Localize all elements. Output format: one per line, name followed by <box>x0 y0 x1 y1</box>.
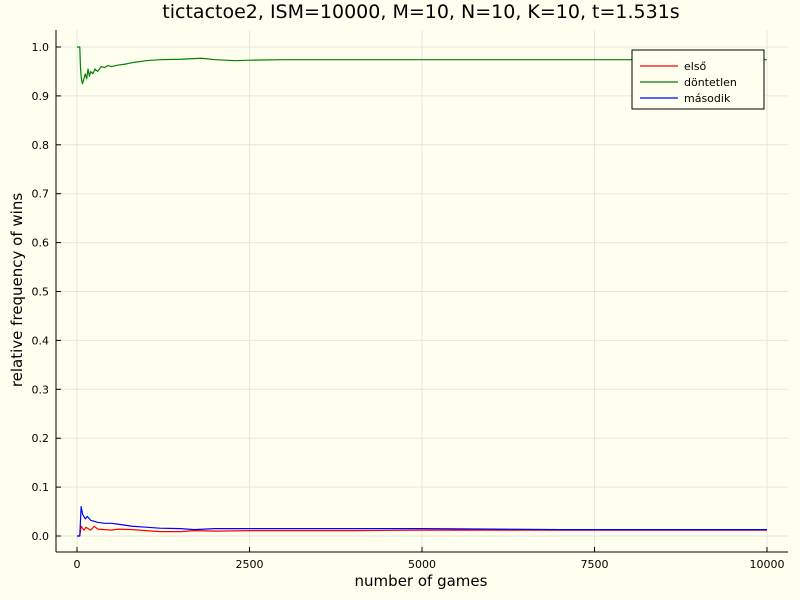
y-tick-label: 0.2 <box>32 432 50 445</box>
y-tick-label: 0.8 <box>32 139 50 152</box>
x-tick-label: 0 <box>74 558 81 571</box>
legend-label: első <box>684 60 707 73</box>
y-axis-title: relative frequency of wins <box>8 193 26 388</box>
grid <box>56 30 788 552</box>
y-tick-label: 0.1 <box>32 481 50 494</box>
y-tick-label: 0.9 <box>32 90 50 103</box>
chart-title: tictactoe2, ISM=10000, M=10, N=10, K=10,… <box>162 1 679 23</box>
y-tick-label: 0.6 <box>32 237 50 250</box>
series-line <box>77 525 767 537</box>
series-line <box>77 46 767 85</box>
x-tick-label: 2500 <box>236 558 264 571</box>
x-axis-ticks: 0 2500 5000 7500 10000 <box>74 547 785 571</box>
legend-box <box>631 49 765 110</box>
y-tick-label: 0.5 <box>32 286 50 299</box>
y-tick-label: 0.3 <box>32 383 50 396</box>
y-tick-label: 1.0 <box>32 41 50 54</box>
x-tick-label: 7500 <box>581 558 609 571</box>
x-tick-label: 5000 <box>408 558 436 571</box>
y-tick-label: 0.4 <box>32 334 50 347</box>
legend-label: második <box>684 92 731 105</box>
y-tick-label: 0.0 <box>32 530 50 543</box>
x-tick-label: 10000 <box>750 558 785 571</box>
legend: első döntetlen második <box>631 49 765 110</box>
x-axis-title: number of games <box>355 572 488 590</box>
series-layer <box>77 46 767 537</box>
series-line <box>77 506 767 537</box>
y-tick-label: 0.7 <box>32 188 50 201</box>
legend-label: döntetlen <box>684 76 737 89</box>
y-axis-ticks: 0.0 0.1 0.2 0.3 0.4 0.5 0.6 0.7 0.8 0.9 1.0 <box>32 41 61 543</box>
